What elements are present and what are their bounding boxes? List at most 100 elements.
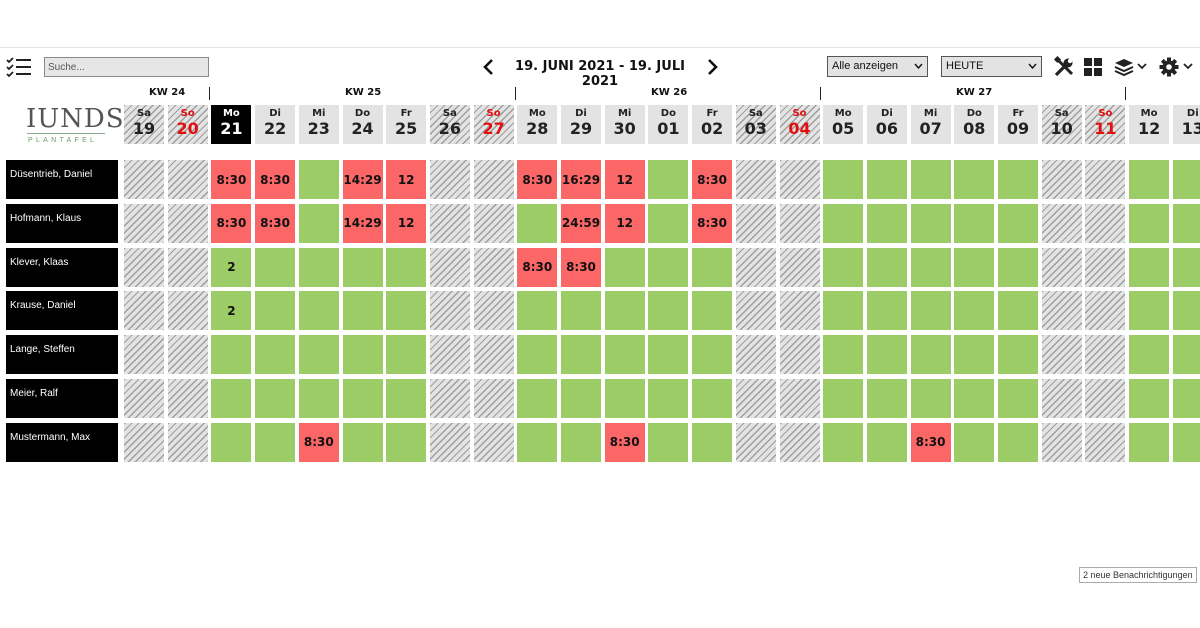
schedule-cell-available[interactable] [998, 160, 1038, 199]
schedule-cell-available[interactable] [866, 379, 907, 418]
schedule-cell-available[interactable] [1172, 203, 1200, 243]
day-header[interactable]: Di 13 [1172, 105, 1200, 144]
schedule-cell-weekend[interactable] [473, 335, 514, 375]
day-header[interactable]: So 20 [167, 105, 208, 144]
schedule-cell-available[interactable] [954, 160, 995, 199]
schedule-cell-weekend[interactable] [779, 203, 820, 243]
day-header[interactable]: Sa 10 [1041, 105, 1082, 144]
today-select[interactable]: HEUTE [941, 56, 1042, 77]
schedule-cell-weekend[interactable] [1085, 291, 1126, 331]
schedule-cell-weekend[interactable] [124, 422, 164, 462]
schedule-cell-available[interactable] [255, 379, 296, 418]
schedule-cell-available[interactable] [1129, 335, 1170, 375]
schedule-cell-available[interactable] [342, 335, 383, 375]
schedule-cell-available[interactable] [692, 422, 733, 462]
schedule-cell-booked[interactable]: 24:59 [561, 203, 601, 243]
schedule-cell-booked[interactable]: 8:30 [298, 422, 339, 462]
schedule-cell-booked[interactable]: 8:30 [692, 203, 733, 243]
schedule-cell-available[interactable] [866, 291, 907, 331]
schedule-cell-weekend[interactable] [1085, 422, 1126, 462]
day-header[interactable]: Mo 21 [211, 105, 252, 144]
schedule-cell-available[interactable] [866, 160, 907, 199]
schedule-cell-weekend[interactable] [779, 291, 820, 331]
schedule-cell-booked[interactable]: 8:30 [692, 160, 733, 199]
schedule-cell-available[interactable] [386, 291, 427, 331]
schedule-cell-available[interactable] [604, 247, 645, 287]
schedule-cell-weekend[interactable] [429, 247, 470, 287]
schedule-cell-available[interactable] [823, 379, 864, 418]
gear-icon[interactable] [1158, 56, 1196, 78]
schedule-cell-weekend[interactable] [735, 203, 776, 243]
schedule-cell-weekend[interactable] [1041, 335, 1082, 375]
schedule-cell-weekend[interactable] [124, 291, 164, 331]
schedule-cell-available[interactable] [692, 291, 733, 331]
day-header[interactable]: Do 01 [648, 105, 689, 144]
schedule-cell-available[interactable] [298, 335, 339, 375]
schedule-cell-available[interactable] [692, 379, 733, 418]
day-header[interactable]: Sa 03 [735, 105, 776, 144]
schedule-cell-available[interactable] [211, 422, 252, 462]
schedule-cell-available[interactable] [1129, 379, 1170, 418]
schedule-cell-available[interactable] [823, 291, 864, 331]
schedule-cell-weekend[interactable] [779, 247, 820, 287]
day-header[interactable]: Do 08 [954, 105, 995, 144]
schedule-cell-booked[interactable]: 12 [604, 160, 645, 199]
schedule-cell-available[interactable] [998, 247, 1038, 287]
schedule-cell-available[interactable] [1172, 422, 1200, 462]
schedule-cell-available[interactable] [561, 291, 601, 331]
day-header[interactable]: So 04 [779, 105, 820, 144]
schedule-cell-available[interactable] [1172, 379, 1200, 418]
day-header[interactable]: Fr 25 [386, 105, 427, 144]
schedule-cell-available[interactable] [298, 203, 339, 243]
schedule-cell-weekend[interactable] [779, 335, 820, 375]
schedule-cell-weekend[interactable] [1085, 203, 1126, 243]
schedule-cell-weekend[interactable] [167, 422, 208, 462]
schedule-cell-available[interactable] [386, 422, 427, 462]
schedule-cell-available[interactable] [823, 335, 864, 375]
schedule-cell-booked[interactable]: 8:30 [255, 203, 296, 243]
schedule-cell-weekend[interactable] [1041, 422, 1082, 462]
schedule-cell-weekend[interactable] [167, 247, 208, 287]
schedule-cell-available[interactable] [823, 203, 864, 243]
schedule-cell-available[interactable] [692, 247, 733, 287]
schedule-cell-booked[interactable]: 12 [386, 160, 427, 199]
schedule-cell-weekend[interactable] [735, 291, 776, 331]
schedule-cell-available[interactable] [648, 335, 689, 375]
schedule-cell-available[interactable] [910, 203, 951, 243]
schedule-cell-available[interactable] [866, 247, 907, 287]
day-header[interactable]: Mo 12 [1129, 105, 1170, 144]
schedule-cell-weekend[interactable] [473, 203, 514, 243]
schedule-cell-weekend[interactable] [735, 379, 776, 418]
schedule-cell-available[interactable] [211, 335, 252, 375]
schedule-cell-weekend[interactable] [735, 422, 776, 462]
schedule-cell-available[interactable] [1129, 291, 1170, 331]
schedule-cell-available[interactable] [517, 335, 558, 375]
schedule-cell-available[interactable] [298, 379, 339, 418]
schedule-cell-available[interactable] [561, 379, 601, 418]
schedule-cell-available[interactable] [866, 203, 907, 243]
day-header[interactable]: So 27 [473, 105, 514, 144]
checklist-icon[interactable] [5, 56, 33, 78]
schedule-cell-available[interactable] [648, 379, 689, 418]
schedule-cell-available[interactable] [255, 291, 296, 331]
schedule-cell-available[interactable] [342, 379, 383, 418]
schedule-cell-available[interactable] [604, 335, 645, 375]
schedule-cell-weekend[interactable] [1041, 160, 1082, 199]
schedule-cell-available[interactable] [998, 379, 1038, 418]
schedule-cell-booked[interactable]: 8:30 [517, 160, 558, 199]
schedule-cell-weekend[interactable] [1041, 379, 1082, 418]
day-header[interactable]: Mi 23 [298, 105, 339, 144]
day-header[interactable]: Di 29 [561, 105, 601, 144]
schedule-cell-available[interactable] [255, 247, 296, 287]
schedule-cell-booked[interactable]: 12 [604, 203, 645, 243]
schedule-cell-available[interactable] [910, 335, 951, 375]
schedule-cell-available[interactable] [386, 247, 427, 287]
schedule-cell-weekend[interactable] [735, 247, 776, 287]
schedule-cell-available[interactable]: 2 [211, 247, 252, 287]
schedule-cell-weekend[interactable] [1041, 291, 1082, 331]
schedule-cell-available[interactable] [648, 203, 689, 243]
schedule-cell-available[interactable] [954, 379, 995, 418]
chevron-right-icon[interactable] [703, 57, 721, 77]
schedule-cell-available[interactable] [692, 335, 733, 375]
schedule-cell-weekend[interactable] [167, 160, 208, 199]
